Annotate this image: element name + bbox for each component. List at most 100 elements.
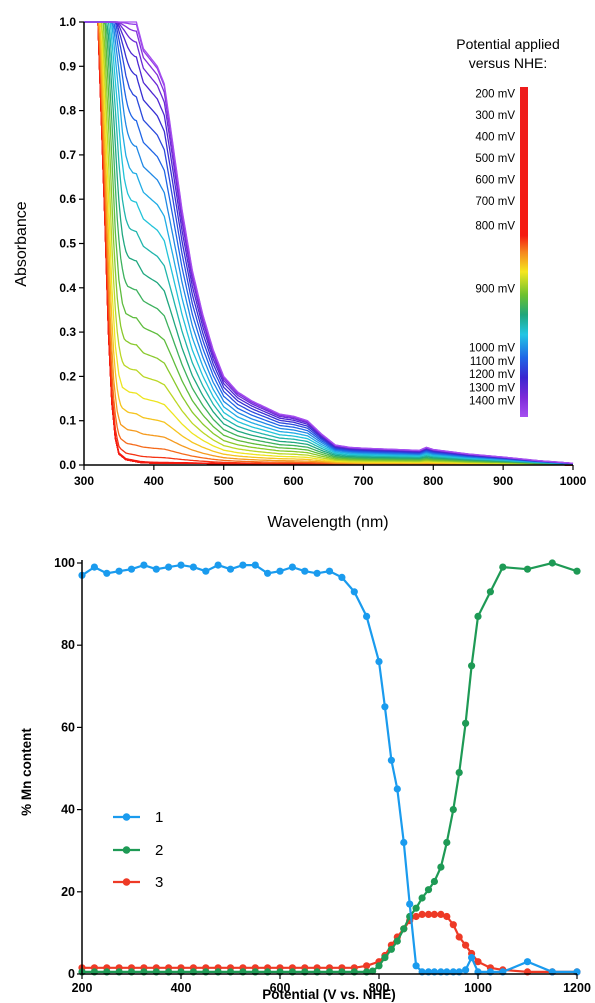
data-point — [424, 886, 433, 894]
series-legend: 1 2 3 — [113, 809, 163, 891]
x-tick-label: 200 — [72, 981, 93, 995]
colorbar-labels: 200 mV 300 mV 400 mV 500 mV 600 mV 700 mV 800 … — [469, 89, 515, 408]
data-point — [573, 567, 581, 575]
colorbar-label: 500 mV — [475, 153, 515, 165]
y-tick-label: 100 — [54, 556, 75, 570]
y-tick-label: 0.9 — [59, 59, 76, 73]
data-point — [548, 559, 556, 567]
legend-item-3: 3 — [113, 874, 163, 891]
data-point — [338, 573, 346, 582]
data-point — [400, 838, 408, 847]
data-point — [350, 588, 358, 596]
y-tick-label: 20 — [61, 885, 75, 899]
data-point — [177, 561, 185, 569]
x-tick-label: 600 — [284, 474, 304, 488]
spectrum-curve — [84, 21, 574, 464]
legend-title-line-2: versus NHE: — [469, 55, 548, 71]
colorbar-label: 1200 mV — [469, 369, 515, 381]
x-tick-label: 900 — [493, 474, 513, 488]
legend-label: 1 — [155, 809, 163, 826]
y-tick-label: 0.6 — [59, 192, 76, 206]
data-point — [437, 863, 445, 871]
colorbar-label: 900 mV — [475, 283, 515, 295]
legend-swatch-marker — [122, 846, 131, 854]
data-point — [418, 910, 426, 919]
series-1 — [78, 561, 581, 976]
data-point — [103, 569, 111, 577]
series-2 — [78, 559, 581, 976]
data-point — [474, 612, 482, 621]
legend-swatch-marker — [122, 813, 131, 821]
data-point — [437, 910, 445, 919]
data-point — [406, 900, 414, 908]
y-tick-label: 0.4 — [59, 281, 76, 295]
data-point — [251, 561, 259, 569]
data-point — [400, 925, 408, 933]
legend-label: 2 — [155, 842, 163, 859]
data-point — [412, 962, 420, 970]
series-line — [81, 563, 577, 973]
colorbar-label: 1000 mV — [469, 343, 515, 355]
y-tick-label: 40 — [61, 803, 75, 817]
data-point — [462, 941, 470, 949]
data-point — [523, 958, 532, 966]
x-axis-label: Wavelength (nm) — [267, 514, 388, 531]
data-point — [474, 958, 482, 966]
y-tick-label: 0.1 — [59, 414, 76, 428]
absorbance-chart: 0.0 0.1 0.2 0.3 0.4 0.5 0.6 0.7 0.8 0.9 1.0 300 400… — [13, 15, 587, 531]
x-tick-label: 600 — [270, 981, 291, 995]
y-axis-label: % Mn content — [19, 728, 34, 816]
data-point — [90, 563, 98, 571]
x-tick-label: 700 — [353, 474, 373, 488]
data-point — [387, 756, 395, 764]
data-point — [313, 569, 321, 577]
data-point — [393, 785, 401, 793]
data-point — [264, 569, 272, 577]
data-point — [387, 945, 395, 953]
data-point — [369, 967, 377, 975]
y-tick-label: 0.0 — [59, 458, 76, 472]
legend-item-1: 1 — [113, 809, 163, 826]
y-tick-label: 1.0 — [59, 15, 76, 29]
data-point — [443, 912, 451, 921]
y-tick-label: 0.3 — [59, 325, 76, 339]
colorbar-label: 400 mV — [475, 132, 515, 144]
colorbar-label: 600 mV — [475, 174, 515, 186]
data-point — [412, 912, 420, 921]
x-tick-label: 800 — [423, 474, 443, 488]
data-point — [455, 933, 463, 941]
data-point — [189, 563, 197, 571]
legend-label: 3 — [155, 874, 163, 891]
x-tick-label: 1000 — [560, 474, 587, 488]
x-axis-ticks: 200 400 600 800 1000 1200 — [72, 974, 591, 995]
potential-colorbar — [520, 87, 528, 417]
x-tick-label: 1200 — [563, 981, 591, 995]
data-point — [363, 962, 371, 970]
y-tick-label: 0.8 — [59, 104, 76, 118]
data-point — [276, 567, 284, 575]
data-point — [301, 567, 309, 575]
potential-legend: Potential applied versus NHE: 200 mV 300 … — [456, 36, 560, 417]
x-tick-label: 400 — [144, 474, 164, 488]
x-tick-label: 300 — [74, 474, 94, 488]
y-tick-label: 0.2 — [59, 369, 76, 383]
data-point — [325, 567, 334, 575]
legend-title-line-1: Potential applied — [456, 36, 560, 52]
x-axis-label: Potential (V vs. NHE) — [262, 987, 396, 1002]
x-tick-label: 400 — [171, 981, 192, 995]
y-tick-label: 0.7 — [59, 148, 76, 162]
y-tick-label: 60 — [61, 720, 75, 734]
data-point — [115, 567, 123, 575]
data-point — [152, 565, 160, 573]
data-point — [214, 561, 222, 569]
data-point — [430, 877, 438, 886]
x-tick-label: 1000 — [464, 981, 492, 995]
data-point — [468, 662, 476, 670]
data-point — [363, 612, 371, 621]
data-point — [430, 910, 438, 919]
x-tick-label: 500 — [214, 474, 234, 488]
data-point — [462, 966, 470, 974]
data-point — [412, 904, 420, 912]
data-point — [393, 937, 401, 945]
